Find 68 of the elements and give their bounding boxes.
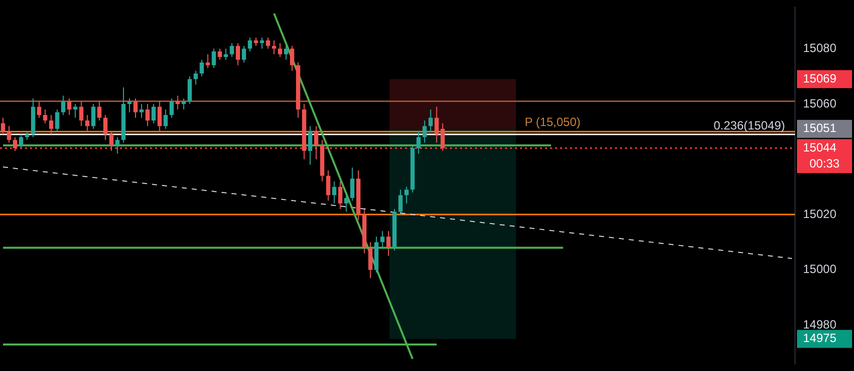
candlestick bbox=[428, 108, 433, 132]
candlestick bbox=[188, 76, 192, 104]
y-tick-label: 14980 bbox=[802, 317, 837, 332]
candlestick bbox=[350, 167, 354, 202]
candlestick bbox=[236, 42, 240, 66]
y-tick-label: 15069 bbox=[802, 71, 837, 86]
candlestick bbox=[18, 134, 24, 149]
candlestick bbox=[127, 98, 132, 113]
candlestick bbox=[278, 42, 282, 58]
candlestick bbox=[242, 45, 246, 63]
candlestick bbox=[338, 180, 342, 210]
candlestick bbox=[0, 117, 6, 135]
candlestick bbox=[164, 108, 168, 130]
candlestick bbox=[212, 48, 216, 69]
candlestick bbox=[79, 100, 84, 127]
y-tick-label: 15000 bbox=[802, 262, 837, 276]
candlestick bbox=[206, 54, 210, 69]
candlestick bbox=[416, 131, 421, 154]
candlestick bbox=[404, 186, 409, 204]
y-tick-label: 15080 bbox=[802, 40, 837, 55]
candlestick bbox=[386, 230, 391, 256]
candlestick bbox=[398, 189, 403, 216]
candlestick bbox=[332, 180, 336, 204]
candlestick bbox=[151, 103, 156, 124]
candlestick bbox=[326, 170, 330, 202]
candlestick bbox=[170, 98, 174, 118]
candlestick bbox=[266, 37, 270, 50]
candlestick bbox=[6, 126, 12, 144]
candlestick bbox=[194, 70, 198, 86]
y-tick-label: 14975 bbox=[802, 331, 837, 346]
candlestick bbox=[368, 242, 373, 279]
candlestick bbox=[115, 136, 120, 154]
candlestick bbox=[380, 230, 385, 248]
candlestick bbox=[200, 59, 204, 77]
candlestick bbox=[85, 114, 90, 132]
ref-line-label: 0.236(15049) bbox=[714, 118, 786, 133]
candlestick bbox=[12, 136, 18, 152]
candlestick bbox=[49, 114, 54, 135]
candlestick bbox=[109, 131, 114, 152]
candlestick bbox=[145, 103, 150, 127]
candlestick bbox=[43, 108, 48, 124]
y-tick-label: 15060 bbox=[802, 96, 837, 110]
candlestick bbox=[91, 103, 96, 130]
y-tick-label: 15044 bbox=[802, 140, 837, 154]
candlestick bbox=[182, 98, 186, 110]
candlestick bbox=[314, 126, 318, 160]
text: 00:33 bbox=[809, 156, 840, 170]
candlestick bbox=[308, 126, 312, 166]
candlestick bbox=[61, 95, 66, 116]
candlestick bbox=[37, 100, 42, 118]
candlestick bbox=[248, 37, 252, 52]
candlestick bbox=[218, 48, 222, 60]
candlestick bbox=[157, 100, 162, 132]
candlestick bbox=[73, 103, 78, 118]
candlestick bbox=[290, 45, 294, 72]
candlestick bbox=[230, 42, 234, 58]
candlestick bbox=[55, 108, 60, 132]
candlestick bbox=[224, 48, 228, 60]
candlestick bbox=[67, 98, 72, 116]
candlestick bbox=[422, 120, 427, 144]
y-tick-label: 15051 bbox=[802, 121, 837, 136]
candlestick bbox=[133, 98, 138, 118]
candlestick bbox=[103, 114, 108, 140]
candlestick bbox=[176, 95, 180, 110]
annotation: P (15,050) bbox=[524, 114, 581, 129]
y-tick-label: 15020 bbox=[802, 206, 837, 221]
candlestick bbox=[97, 100, 102, 122]
candlestick bbox=[284, 45, 288, 60]
